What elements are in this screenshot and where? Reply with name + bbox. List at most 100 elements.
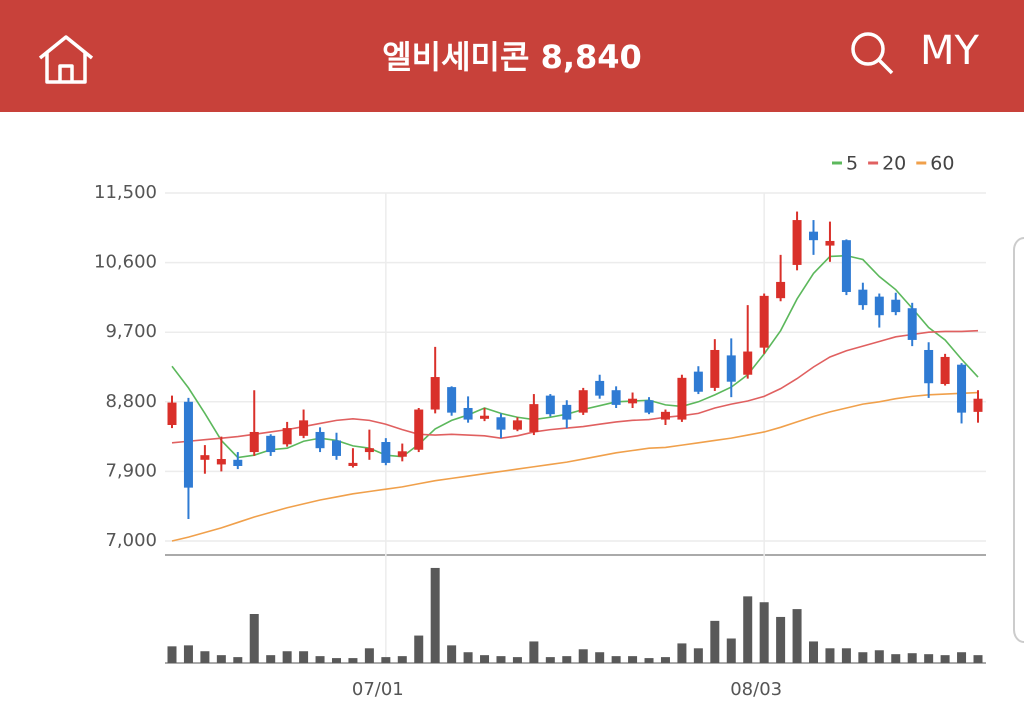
candle-body	[710, 349, 720, 388]
candle-body	[792, 220, 802, 265]
candle-body	[331, 440, 341, 456]
candle-body	[776, 281, 786, 299]
candle-body	[414, 409, 424, 450]
volume-bar	[578, 649, 588, 663]
candle-body	[825, 240, 835, 246]
candle-body	[282, 428, 292, 445]
volume-bar	[364, 648, 374, 663]
candle-body	[315, 431, 325, 449]
volume-bar	[512, 657, 522, 663]
candle-body	[841, 240, 851, 292]
volume-bar	[381, 657, 391, 663]
y-tick-label: 9,700	[105, 321, 157, 342]
volume-bar	[825, 648, 835, 663]
side-handle[interactable]	[1013, 237, 1024, 643]
volume-bar	[282, 651, 292, 663]
volume-bar	[660, 657, 670, 663]
volume-bar	[430, 567, 440, 663]
volume-bar	[545, 657, 555, 663]
candle-body	[430, 377, 440, 410]
volume-bar	[677, 643, 687, 663]
candle-body	[562, 404, 572, 420]
candle-body	[496, 417, 506, 430]
candle-body	[957, 364, 967, 413]
volume-bar	[529, 641, 539, 663]
x-tick-label: 07/01	[352, 679, 404, 700]
volume-bar	[792, 609, 802, 663]
candle-body	[348, 462, 358, 466]
candle-body	[266, 435, 276, 453]
volume-bar	[907, 653, 917, 663]
volume-bar	[200, 651, 210, 663]
volume-bar	[759, 602, 769, 663]
volume-bar	[940, 655, 950, 663]
candle-body	[545, 395, 555, 415]
candle-body	[381, 442, 391, 463]
candle-body	[743, 351, 753, 375]
candle-body	[973, 398, 983, 412]
legend-label: 5	[846, 153, 858, 175]
y-tick-label: 8,800	[105, 391, 157, 412]
volume-bar	[183, 645, 193, 663]
candle-body	[644, 400, 654, 413]
volume-bar	[216, 655, 226, 663]
candle-body	[200, 455, 210, 460]
volume-bar	[858, 652, 868, 663]
volume-bar	[397, 656, 407, 663]
candle-body	[249, 431, 259, 453]
candle-body	[463, 407, 473, 420]
volume-bar	[611, 656, 621, 663]
volume-bar	[315, 656, 325, 663]
candle-body	[529, 404, 539, 432]
volume-bar	[595, 652, 605, 663]
candle-body	[809, 231, 819, 241]
volume-bar	[266, 655, 276, 663]
y-tick-label: 7,000	[105, 530, 157, 551]
candle-body	[480, 415, 490, 419]
my-button[interactable]: MY	[920, 28, 979, 74]
candle-body	[940, 356, 950, 385]
volume-bar	[693, 648, 703, 663]
volume-bar	[891, 654, 901, 663]
candle-body	[759, 295, 769, 348]
header: 엘비세미콘 8,840 MY	[0, 0, 1024, 112]
candle-body	[447, 387, 457, 413]
volume-bar	[496, 656, 506, 663]
search-icon[interactable]	[848, 30, 898, 80]
chart: 7,000 7,900 8,800 9,700 10,600 11,500 07/01 08/…	[94, 153, 1024, 700]
volume-bar	[973, 655, 983, 663]
volume-bar	[331, 658, 341, 663]
candle-body	[299, 420, 309, 436]
candle-body	[924, 349, 934, 384]
candle-body	[216, 459, 226, 465]
volume-bar	[299, 651, 309, 663]
candle-body	[397, 451, 407, 457]
home-icon[interactable]	[36, 34, 96, 86]
volume-bar	[562, 656, 572, 663]
volume-bar	[710, 620, 720, 663]
candle-body	[183, 401, 193, 488]
candle-body	[660, 411, 670, 420]
volume-bar	[463, 652, 473, 663]
title: 엘비세미콘 8,840	[0, 32, 1024, 78]
candle-body	[874, 296, 884, 316]
y-tick-label: 7,900	[105, 460, 157, 481]
volume-bar	[743, 596, 753, 663]
candle-body	[233, 459, 243, 466]
candle-body	[512, 420, 522, 430]
volume-bar	[874, 650, 884, 663]
volume-bar	[348, 658, 358, 663]
volume-bar	[776, 616, 786, 663]
ma-line	[171, 329, 979, 444]
legend-label: 60	[930, 153, 954, 175]
volume-bar	[841, 648, 851, 663]
volume-bar	[809, 641, 819, 663]
volume-bar	[726, 638, 736, 663]
stock-price: 8,840	[540, 38, 642, 76]
candle-body	[595, 380, 605, 396]
legend-label: 20	[882, 153, 906, 175]
y-tick-label: 11,500	[94, 182, 157, 203]
candle-body	[907, 308, 917, 340]
volume-bar	[167, 646, 177, 663]
volume-bar	[249, 614, 259, 663]
